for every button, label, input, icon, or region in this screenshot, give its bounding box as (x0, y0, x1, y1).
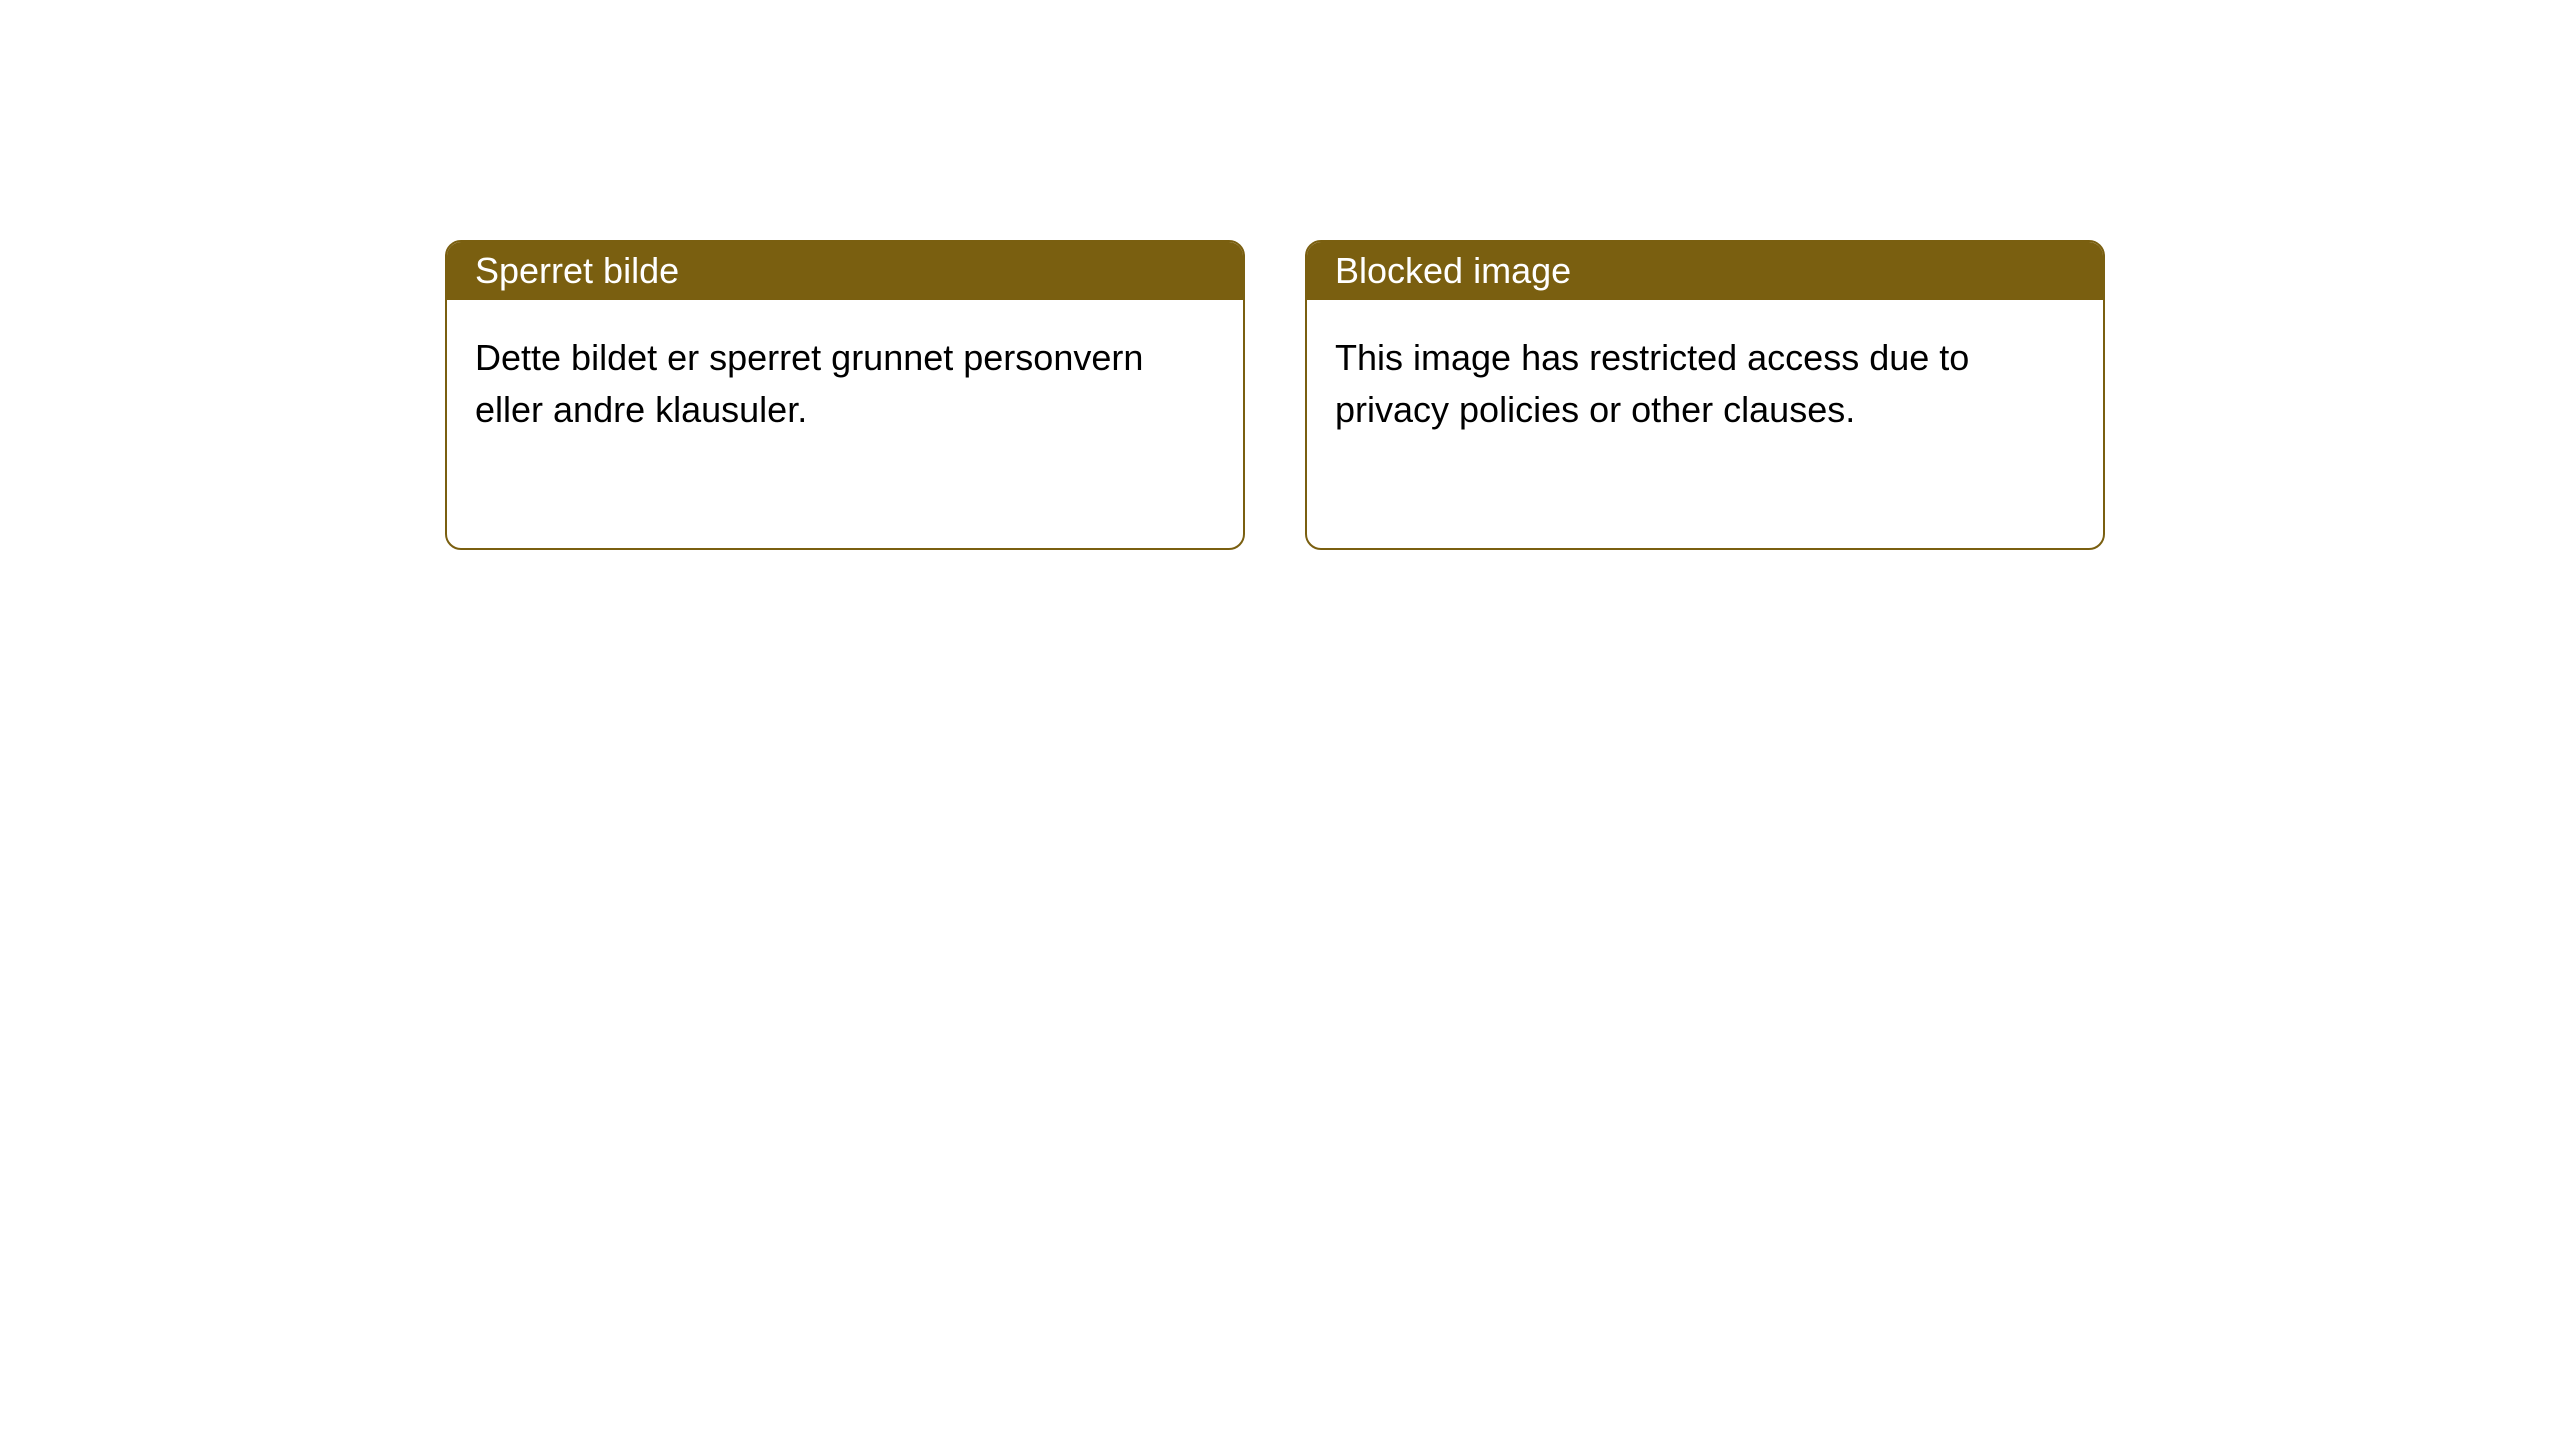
notice-title: Sperret bilde (475, 250, 679, 291)
notice-card-norwegian: Sperret bilde Dette bildet er sperret gr… (445, 240, 1245, 550)
notice-body: Dette bildet er sperret grunnet personve… (447, 300, 1243, 548)
notice-body: This image has restricted access due to … (1307, 300, 2103, 548)
notice-title: Blocked image (1335, 250, 1571, 291)
notice-header: Blocked image (1307, 242, 2103, 300)
notice-body-text: This image has restricted access due to … (1335, 337, 1969, 430)
notices-container: Sperret bilde Dette bildet er sperret gr… (445, 240, 2105, 550)
notice-header: Sperret bilde (447, 242, 1243, 300)
notice-card-english: Blocked image This image has restricted … (1305, 240, 2105, 550)
notice-body-text: Dette bildet er sperret grunnet personve… (475, 337, 1143, 430)
